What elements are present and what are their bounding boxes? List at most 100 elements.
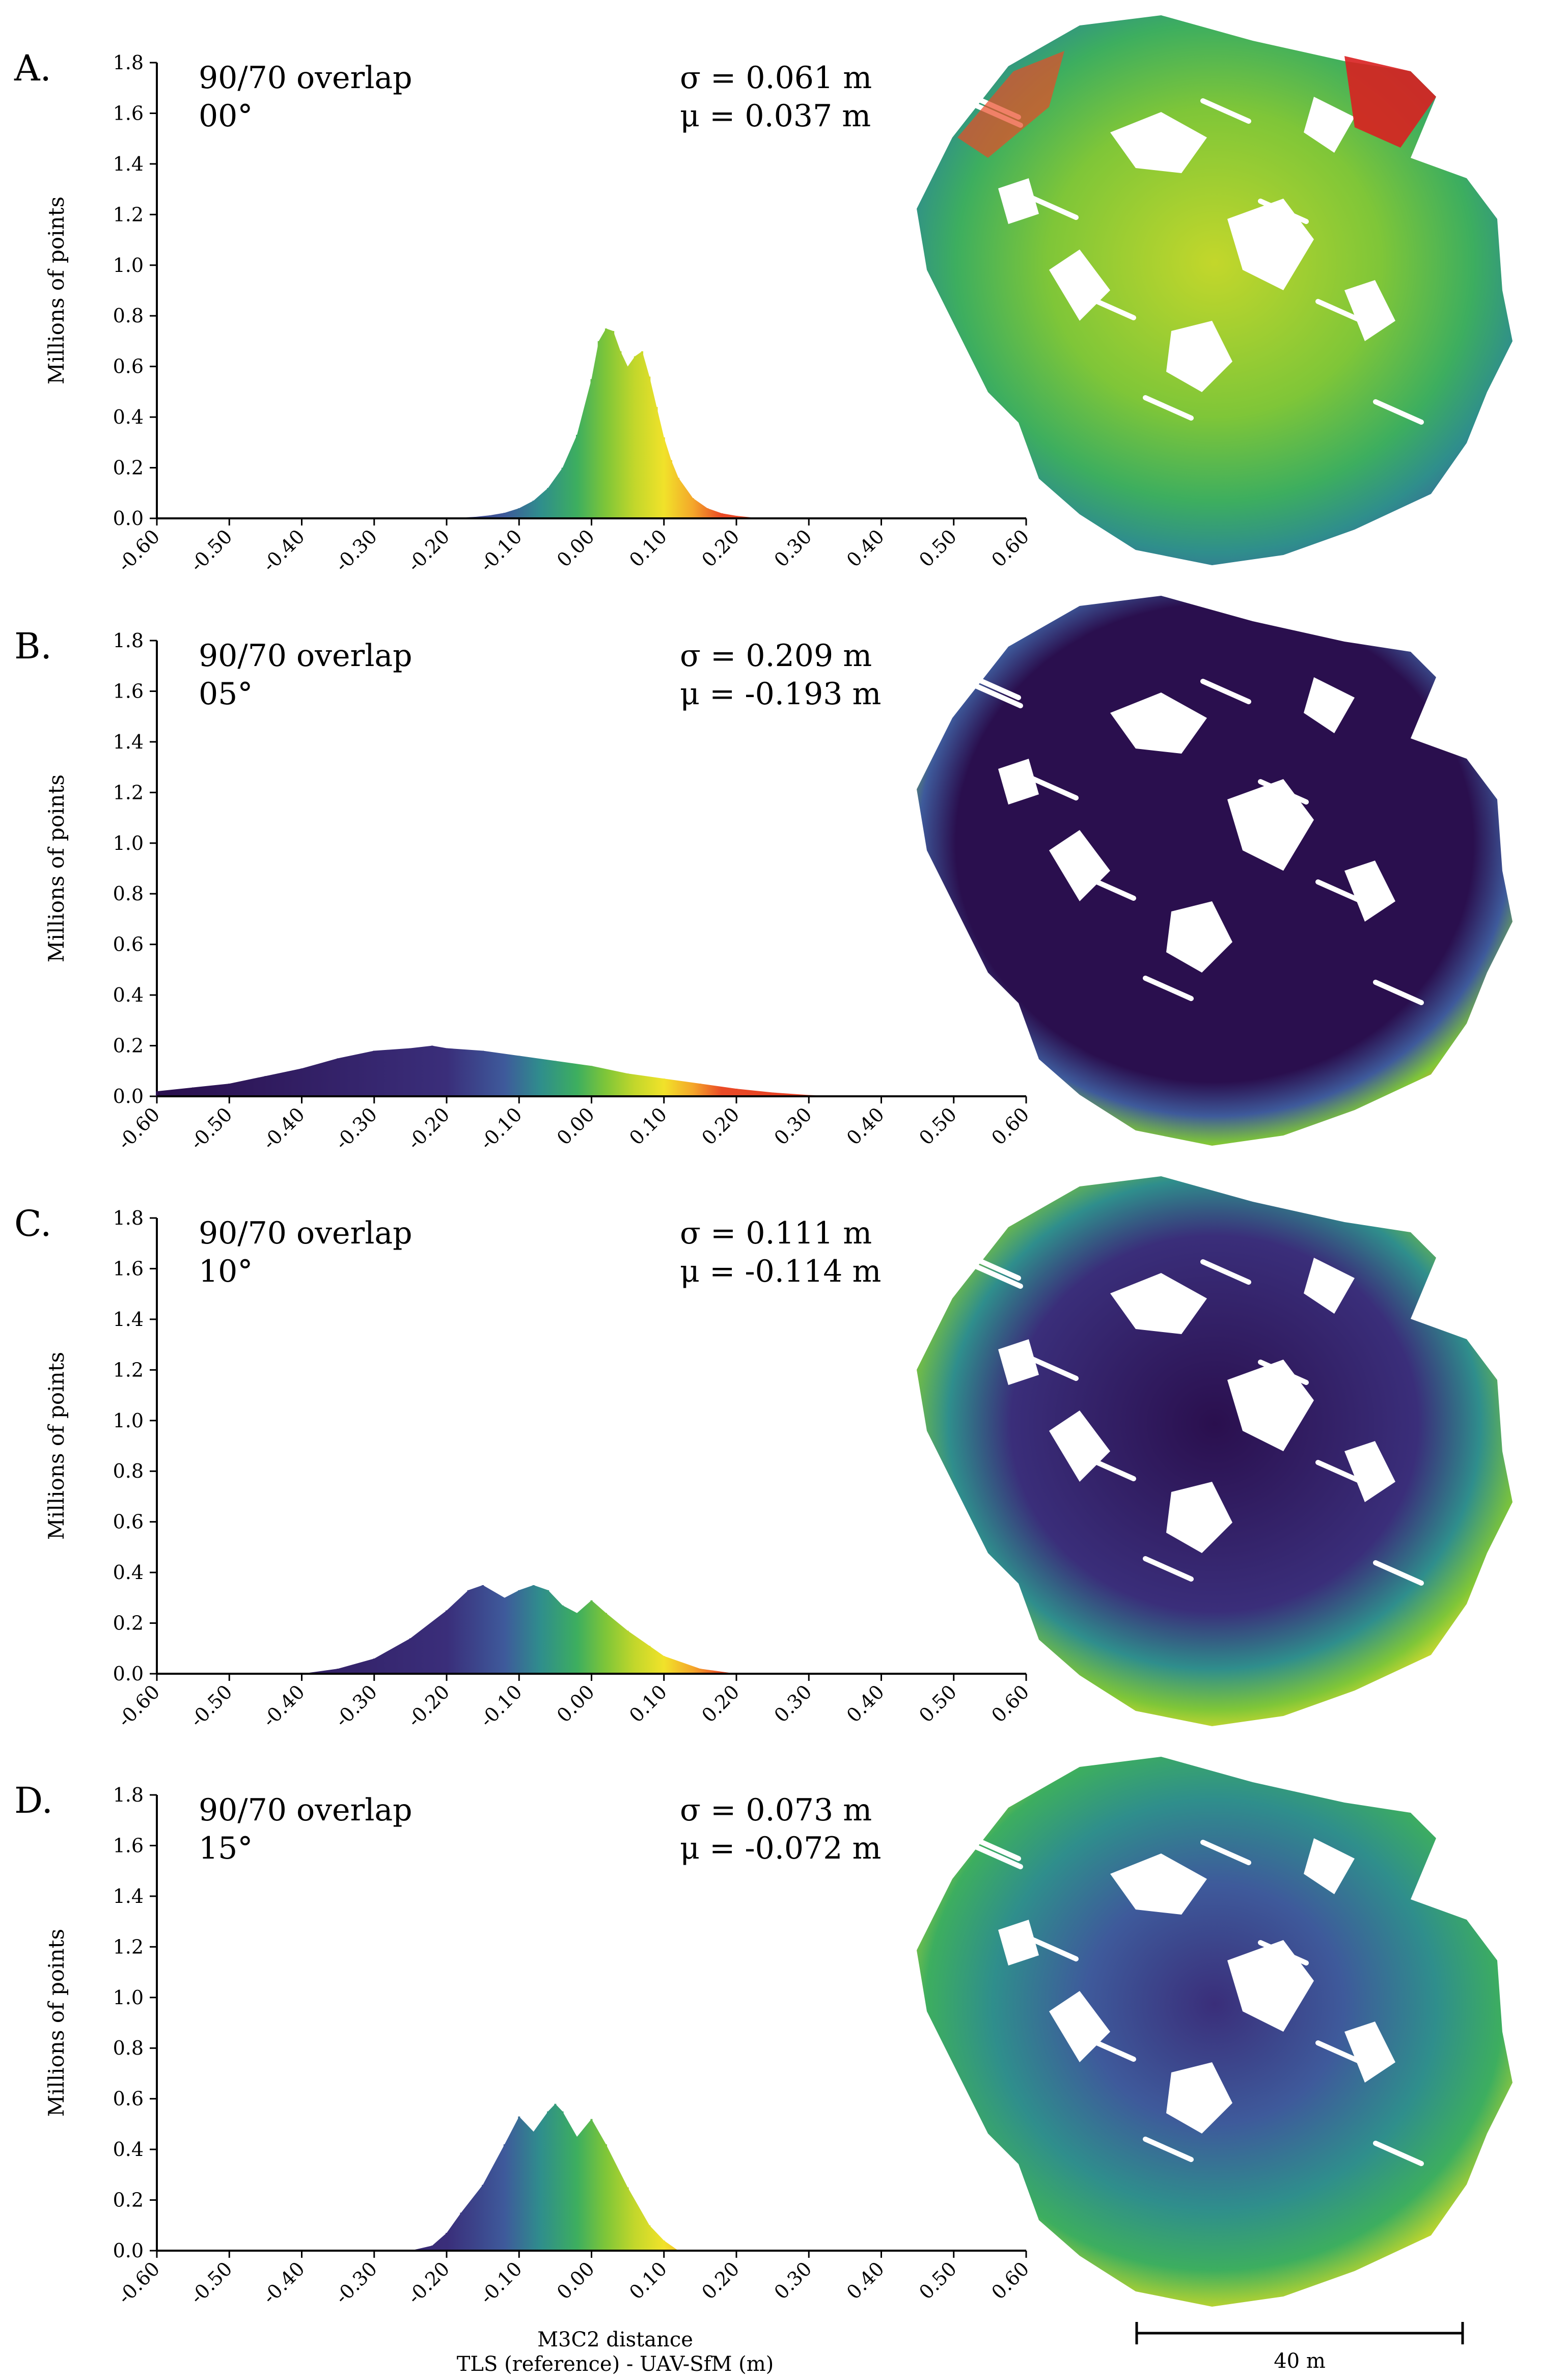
histogram-bar <box>156 1091 158 1096</box>
histogram-bar <box>561 467 564 518</box>
map-crack <box>1143 395 1194 421</box>
histogram-bar <box>677 478 680 518</box>
map-hotspot <box>957 51 1064 158</box>
histogram-bar <box>626 366 629 518</box>
map-gap <box>1344 2022 1395 2083</box>
map-crack <box>1028 1355 1079 1381</box>
x-tick-label: -0.30 <box>331 1103 381 1154</box>
map-gap <box>1344 861 1395 922</box>
map-gap <box>1227 1940 1314 2032</box>
x-tick-label: 0.20 <box>697 525 744 571</box>
histogram-bar <box>590 2119 593 2251</box>
x-tick-label: 0.10 <box>625 1103 671 1149</box>
histogram-bar <box>460 2212 462 2251</box>
map-crack <box>970 1255 1021 1281</box>
histogram-bar <box>300 1068 303 1096</box>
histogram-bar <box>604 1613 607 1674</box>
histogram-bar <box>518 2116 520 2251</box>
y-tick-label: 1.8 <box>113 51 144 74</box>
y-tick-label: 0.6 <box>113 1511 144 1533</box>
histogram-bar <box>503 1597 506 1674</box>
map-gap <box>1227 1360 1314 1451</box>
map-crack <box>1143 1556 1194 1582</box>
histogram-bar <box>482 1585 484 1674</box>
map-crack <box>1028 1936 1079 1961</box>
histogram-bar <box>518 1056 520 1096</box>
histogram-bar <box>467 1590 470 1674</box>
histogram-bar <box>518 1590 520 1674</box>
x-tick-label: -0.20 <box>403 1680 454 1731</box>
x-tick-label: 0.00 <box>553 1103 599 1149</box>
map-crack <box>972 683 1023 708</box>
y-axis-label: Millions of points <box>44 774 69 962</box>
histogram-bar <box>721 513 723 518</box>
x-tick-label: 0.50 <box>915 1103 961 1149</box>
histogram-bar <box>597 341 600 518</box>
panel-angle: 15° <box>199 1831 253 1866</box>
histogram-bar <box>431 2246 433 2251</box>
mu-stat: μ = 0.037 m <box>680 98 871 134</box>
map-crack <box>1315 879 1366 905</box>
x-tick-label: -0.60 <box>113 1680 164 1731</box>
histogram-bar <box>503 513 506 518</box>
map-crack <box>1085 1456 1136 1481</box>
y-tick-label: 0.4 <box>113 1561 144 1584</box>
map-crack <box>1085 295 1136 320</box>
y-tick-label: 0.0 <box>113 1663 144 1685</box>
map-gap <box>998 1920 1039 1966</box>
x-tick-label: 0.00 <box>553 525 599 571</box>
map-crack <box>972 1844 1023 1869</box>
x-tick-label: -0.50 <box>186 1680 237 1731</box>
x-tick-label: 0.50 <box>915 2257 961 2304</box>
map-crack <box>1315 299 1366 324</box>
histogram-bar <box>590 379 593 518</box>
y-tick-label: 0.4 <box>113 2138 144 2161</box>
x-tick-label: -0.50 <box>186 2257 237 2308</box>
histogram-bar <box>337 1669 339 1674</box>
map-crack <box>1373 1560 1424 1586</box>
histogram-bar <box>641 351 644 518</box>
panel-letter: C. <box>14 1203 51 1244</box>
map-gap <box>998 178 1039 224</box>
map-hotspot <box>1344 56 1436 148</box>
y-tick-label: 1.4 <box>113 731 144 753</box>
x-tick-label: -0.40 <box>258 1680 309 1731</box>
histogram-bar <box>692 498 694 518</box>
x-tick-label: 0.10 <box>625 525 671 571</box>
x-tick-label: -0.40 <box>258 2257 309 2308</box>
map-gap <box>1304 1258 1355 1314</box>
histogram-bar <box>648 1646 651 1674</box>
panel-letter: A. <box>14 47 51 89</box>
histogram-bar <box>648 376 651 518</box>
scale-bar-label: 40 m <box>1274 2349 1326 2373</box>
map-gap <box>1110 693 1207 754</box>
map-crack <box>972 1263 1023 1289</box>
sigma-stat: σ = 0.073 m <box>680 1792 872 1828</box>
x-tick-label: -0.60 <box>113 2257 164 2308</box>
y-tick-label: 0.6 <box>113 355 144 378</box>
histogram-bar <box>547 1590 549 1674</box>
panel-letter: D. <box>14 1780 53 1821</box>
y-axis-label: Millions of points <box>44 1352 69 1540</box>
panel-title: 90/70 overlap <box>199 638 413 674</box>
x-tick-label: 0.20 <box>697 1103 744 1149</box>
map-gap <box>1110 112 1207 173</box>
histogram-bar <box>663 1656 665 1674</box>
x-tick-label: -0.20 <box>403 2257 454 2308</box>
sigma-stat: σ = 0.061 m <box>680 60 872 96</box>
y-tick-label: 0.2 <box>113 2189 144 2211</box>
histogram-bar <box>576 2137 579 2251</box>
y-tick-label: 0.6 <box>113 933 144 956</box>
histogram-bar <box>590 1600 593 1674</box>
histogram-bar <box>604 328 607 518</box>
histogram-bar <box>663 2240 665 2251</box>
y-tick-label: 0.0 <box>113 1085 144 1108</box>
x-tick-label: 0.00 <box>553 2257 599 2304</box>
point-cloud-map <box>917 596 1513 1146</box>
x-axis-label-2: TLS (reference) - UAV-SfM (m) <box>457 2353 774 2376</box>
map-crack <box>1143 976 1194 1001</box>
x-tick-label: 0.50 <box>915 1680 961 1727</box>
histogram-bar <box>648 2225 651 2251</box>
